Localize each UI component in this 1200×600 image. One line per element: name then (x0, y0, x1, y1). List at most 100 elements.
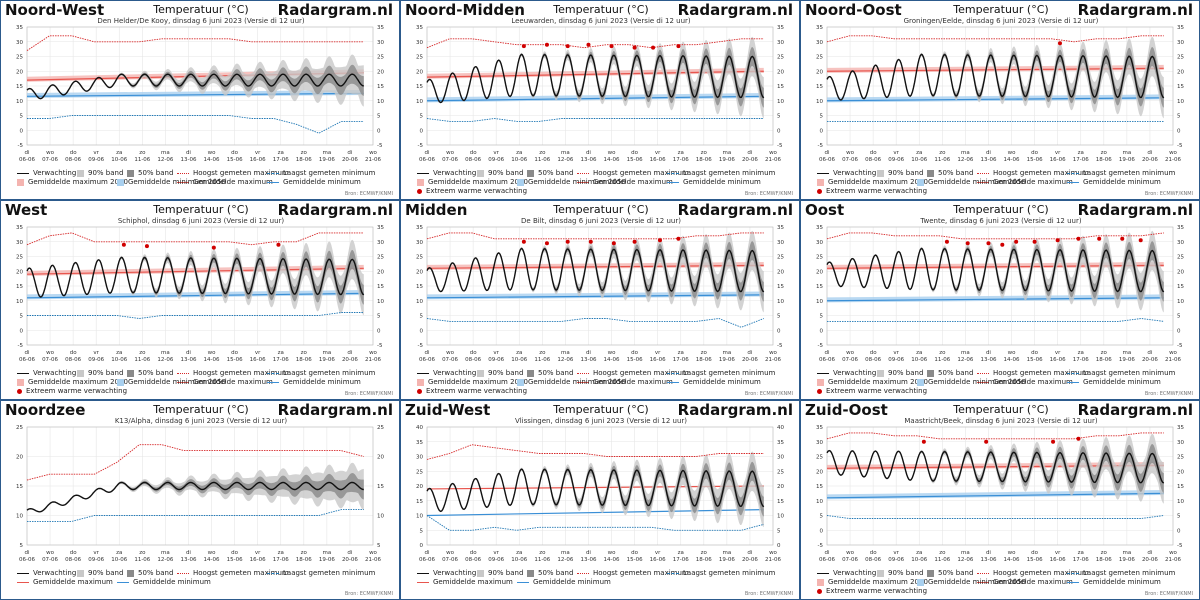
plot-frame (826, 226, 1174, 346)
x-tick-day: zo (1101, 150, 1108, 156)
y-tick-label-left: -5 (418, 343, 424, 349)
avg-min-2050-line (826, 94, 1164, 103)
extreme-warm-point (565, 239, 570, 244)
x-tick-day: ma (561, 550, 570, 556)
x-tick-day: do (870, 150, 877, 156)
x-tick-day: ma (1122, 150, 1131, 156)
x-tick-date: 18-06 (696, 357, 712, 363)
legend-label: 90% band (88, 569, 124, 577)
y-tick-label-left: 20 (816, 269, 823, 275)
legend-swatch (177, 181, 189, 183)
legend-swatch (17, 172, 29, 174)
legend-swatch (667, 372, 679, 374)
legend-label: 90% band (88, 169, 124, 177)
x-tick-date: 13-06 (180, 357, 196, 363)
legend-label: Hoogst gemeten maximum (193, 169, 289, 177)
x-tick-day: wo (1169, 150, 1177, 156)
legend-item-avg-max: Gemiddelde maximum (977, 578, 1073, 586)
y-tick-label-left: 25 (816, 55, 823, 61)
plot-frame (826, 26, 1174, 146)
y-tick-label-left: 35 (416, 440, 423, 446)
x-tick-day: vr (255, 150, 261, 156)
region-name: Zuid-Oost (805, 401, 888, 419)
x-tick-day: do (70, 150, 77, 156)
y-tick-label-left: 10 (816, 499, 823, 505)
y-tick-label-right: 15 (377, 484, 384, 490)
x-tick-day: do (470, 550, 477, 556)
x-tick-date: 07-06 (842, 157, 858, 163)
y-tick-label-left: 20 (16, 69, 23, 75)
x-tick-day: za (278, 150, 284, 156)
legend-label: Laagst gemeten minimum (1083, 169, 1176, 177)
x-tick-date: 12-06 (157, 357, 173, 363)
extreme-warm-point (632, 239, 637, 244)
legend-label: Gemiddelde minimum 2050 (128, 178, 226, 186)
x-tick-day: ma (961, 150, 970, 156)
x-tick-date: 20-06 (742, 357, 758, 363)
region-name: Zuid-West (405, 401, 491, 419)
legend-swatch (267, 381, 279, 383)
y-tick-label-right: 0 (777, 543, 781, 549)
source-credit: Bron: ECMWF/KNMI (744, 191, 793, 197)
x-tick-day: zo (701, 150, 708, 156)
x-tick-date: 06-06 (819, 357, 835, 363)
x-tick-date: 12-06 (157, 157, 173, 163)
legend-swatch (817, 588, 822, 594)
y-tick-label-right: 5 (777, 528, 781, 534)
x-tick-day: ma (322, 550, 331, 556)
x-tick-date: 09-06 (488, 357, 504, 363)
y-tick-label-left: 0 (820, 328, 824, 334)
y-tick-label-right: 15 (377, 284, 384, 290)
y-tick-label-left: -5 (18, 143, 24, 149)
legend-item-max-record: Hoogst gemeten maximum (577, 169, 689, 177)
chart-panel-west: West Radargram.nl Temperatuur (°C) Schiphol… (0, 200, 400, 400)
min-record-line (827, 318, 1164, 322)
x-tick-date: 20-06 (742, 557, 758, 563)
legend-item-forecast: Verwachting (17, 369, 76, 377)
x-tick-date: 18-06 (296, 157, 312, 163)
x-tick-day: vr (255, 350, 261, 356)
y-tick-label-left: 15 (416, 284, 423, 290)
band-50 (27, 64, 364, 99)
y-tick-label-left: 15 (816, 84, 823, 90)
extreme-warm-point (1120, 236, 1125, 241)
extreme-warm-point (144, 244, 149, 249)
x-tick-date: 13-06 (980, 357, 996, 363)
extreme-warm-point (632, 45, 637, 50)
x-tick-date: 16-06 (650, 557, 666, 563)
y-tick-label-left: 5 (820, 314, 824, 320)
brand-logo-text: Radargram.nl (1077, 1, 1193, 19)
region-name: Oost (805, 201, 845, 219)
legend-swatch (817, 388, 822, 394)
x-tick-date: 18-06 (1096, 157, 1112, 163)
avg-min-line (426, 95, 764, 102)
extreme-warm-point (565, 44, 570, 49)
legend-swatch (177, 172, 189, 174)
y-tick-label-left: 15 (816, 484, 823, 490)
x-tick-day: za (678, 350, 684, 356)
legend-item-min-record: Laagst gemeten minimum (267, 369, 375, 377)
legend-swatch (527, 569, 534, 577)
legend-label: Gemiddelde maximum 2050 (428, 378, 528, 386)
min-record-line (426, 318, 764, 328)
chart-title: Temperatuur (°C) (553, 403, 649, 416)
x-tick-date: 13-06 (980, 557, 996, 563)
chart-subtitle: Schiphol, dinsdag 6 juni 2023 (Versie di… (117, 217, 285, 225)
x-tick-day: za (916, 350, 922, 356)
x-tick-day: do (70, 350, 77, 356)
legend-item-forecast: Verwachting (417, 169, 476, 177)
x-tick-date: 14-06 (1004, 157, 1020, 163)
chart-legend: Verwachting 90% band 50% band Hoogst gemete… (417, 169, 797, 199)
legend-swatch (817, 172, 829, 174)
legend-label: Gemiddelde maximum (593, 378, 673, 386)
x-tick-date: 16-06 (1050, 557, 1066, 563)
x-tick-date: 15-06 (627, 557, 643, 563)
chart-subtitle: Groningen/Eelde, dinsdag 6 juni 2023 (Ve… (903, 17, 1099, 25)
x-tick-day: wo (208, 150, 216, 156)
y-tick-label-right: 35 (377, 225, 384, 231)
x-tick-day: wo (1008, 150, 1016, 156)
x-tick-day: di (24, 550, 29, 556)
x-tick-date: 06-06 (19, 557, 35, 563)
x-tick-day: zo (939, 350, 946, 356)
legend-item-avg-max-2050: Gemiddelde maximum 2050 (817, 178, 928, 186)
